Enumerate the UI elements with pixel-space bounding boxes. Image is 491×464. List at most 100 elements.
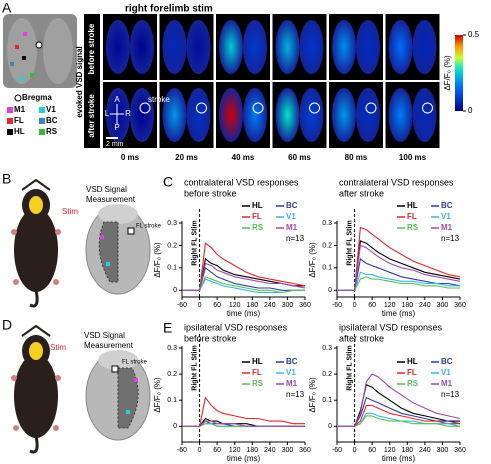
y-tick-label: 0 xyxy=(328,423,332,430)
stroke-circle xyxy=(196,102,207,114)
hemisphere xyxy=(412,20,437,74)
y-tick-label: 0.1 xyxy=(167,265,177,272)
chart-subtitle: after stroke xyxy=(339,333,384,343)
chart-subtitle: before stroke xyxy=(184,188,237,198)
y-tick-label: 0.1 xyxy=(322,397,332,404)
panel-label: D xyxy=(2,317,12,333)
hemisphere xyxy=(130,20,154,74)
legend-label: HL xyxy=(407,201,418,210)
time-label: 100 ms xyxy=(399,153,427,162)
roi-marker xyxy=(20,77,24,81)
series-line xyxy=(182,396,305,427)
hemisphere xyxy=(186,20,211,74)
x-tick-label: 0 xyxy=(198,447,202,454)
legend-label: FL xyxy=(407,368,417,377)
colorbar-label: ΔF/F₀ (%) xyxy=(443,55,452,91)
series-line xyxy=(337,276,460,291)
hemisphere xyxy=(275,88,300,142)
x-tick-label: 0 xyxy=(353,302,357,309)
x-tick-label: 0 xyxy=(198,302,202,309)
time-label: 40 ms xyxy=(232,153,255,162)
hemisphere xyxy=(275,20,300,74)
legend-label: RS xyxy=(46,127,58,136)
y-tick-label: 0.1 xyxy=(167,397,177,404)
brain-3d xyxy=(85,204,151,295)
x-tick-label: 300 xyxy=(282,302,294,309)
hemisphere xyxy=(243,88,267,142)
y-tick-label: 0 xyxy=(173,287,177,294)
x-tick-label: 300 xyxy=(282,447,294,454)
legend-swatch xyxy=(39,107,45,113)
orientation-label: R xyxy=(125,109,131,118)
legend-swatch xyxy=(7,129,13,135)
brain-photo-hemisphere xyxy=(7,18,37,84)
brain-photo-hemisphere xyxy=(43,18,73,84)
legend-label: FL xyxy=(252,212,262,221)
y-tick-label: 0 xyxy=(328,287,332,294)
scale-label: 2 mm xyxy=(106,141,124,148)
time-label: 80 ms xyxy=(345,153,368,162)
x-tick-label: 360 xyxy=(454,447,466,454)
legend-label: Bregma xyxy=(22,93,52,102)
legend-label: FL xyxy=(407,212,417,221)
legend-label: RS xyxy=(407,379,419,388)
hemisphere xyxy=(243,20,267,74)
stroke-circle xyxy=(252,102,264,114)
x-tick-label: 0 xyxy=(353,447,357,454)
legend-label: BC xyxy=(286,357,298,366)
hemisphere xyxy=(162,88,187,142)
time-label: 0 ms xyxy=(121,153,140,162)
y-tick-label: 0.1 xyxy=(322,265,332,272)
legend-label: M1 xyxy=(441,223,453,232)
y-axis-label: ΔF/F₀ (%) xyxy=(153,242,162,278)
x-tick-label: 360 xyxy=(299,447,311,454)
chart-title: contralateral VSD responses xyxy=(184,177,299,187)
orientation-label: P xyxy=(114,123,119,132)
hemisphere xyxy=(299,88,324,142)
sample-size: n=13 xyxy=(441,390,460,399)
legend-swatch xyxy=(7,107,13,113)
hemisphere xyxy=(186,88,211,142)
hemisphere xyxy=(219,88,243,142)
side-label: evoked VSD signal xyxy=(75,46,84,118)
chart-title: contralateral VSD responses xyxy=(339,177,454,187)
legend-label: RS xyxy=(252,223,264,232)
measure-label: Measurement xyxy=(84,341,134,350)
roi-marker xyxy=(30,73,34,77)
legend-swatch xyxy=(39,118,45,124)
x-tick-label: 120 xyxy=(229,302,241,309)
x-tick-label: 240 xyxy=(264,302,276,309)
y-axis-label: ΔF/F₀ (%) xyxy=(308,242,317,278)
legend-label: BC xyxy=(286,201,298,210)
x-tick-label: 300 xyxy=(437,302,449,309)
x-tick-label: 180 xyxy=(246,447,258,454)
legend-label: HL xyxy=(14,127,25,136)
y-tick-label: 0 xyxy=(173,423,177,430)
x-tick-label: 240 xyxy=(419,302,431,309)
legend-swatch xyxy=(39,129,45,135)
stroke-circle xyxy=(139,102,151,114)
chart-title: ipsilateral VSD responses xyxy=(184,322,288,332)
mouse-drawing xyxy=(11,178,61,308)
series-line xyxy=(182,242,306,291)
x-tick-label: 180 xyxy=(401,302,413,309)
x-tick-label: -60 xyxy=(177,447,187,454)
legend-label: V1 xyxy=(286,368,296,377)
x-tick-label: 60 xyxy=(213,302,221,309)
y-tick-label: 0.2 xyxy=(322,371,332,378)
x-tick-label: 360 xyxy=(299,302,311,309)
stroke-circle xyxy=(365,102,377,114)
time-label: 60 ms xyxy=(288,153,311,162)
hemisphere xyxy=(299,20,324,74)
legend-label: BC xyxy=(441,201,453,210)
series-line xyxy=(182,420,305,427)
hemisphere xyxy=(332,20,356,74)
x-tick-label: -60 xyxy=(332,447,342,454)
legend-label: HL xyxy=(252,357,263,366)
x-tick-label: 120 xyxy=(384,302,396,309)
sample-size: n=13 xyxy=(286,390,305,399)
stroke-label: FL stroke xyxy=(122,360,147,366)
x-tick-label: -60 xyxy=(177,302,187,309)
hemisphere xyxy=(130,88,154,142)
colorbar-tick-label: 0 xyxy=(468,106,473,115)
